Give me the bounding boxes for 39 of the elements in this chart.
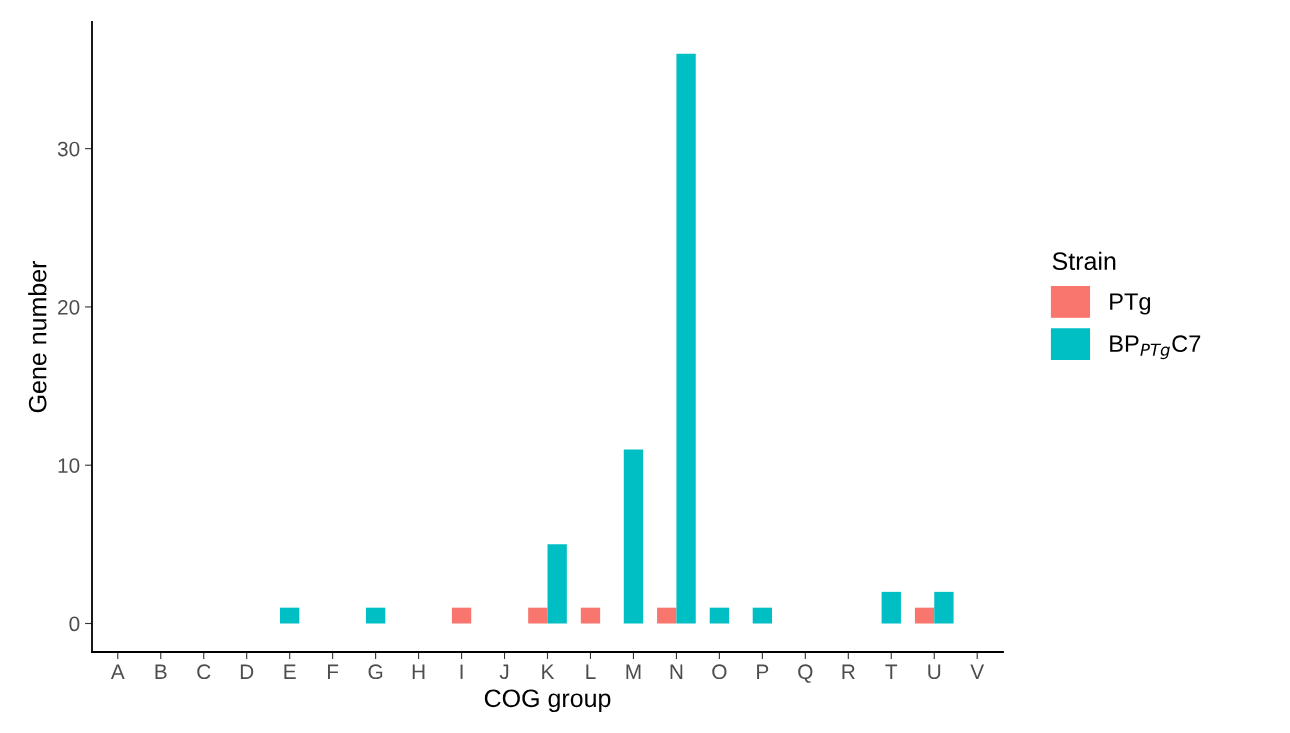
x-tick-label: P bbox=[757, 664, 769, 679]
y-tick-label: 20 bbox=[58, 299, 80, 315]
bar bbox=[623, 449, 644, 624]
bar bbox=[752, 607, 773, 624]
bar bbox=[914, 607, 935, 624]
x-axis-title: COG group bbox=[484, 689, 611, 713]
x-tick-label: I bbox=[460, 664, 463, 679]
x-tick-label: F bbox=[327, 664, 339, 679]
x-tick-label: E bbox=[284, 664, 296, 679]
x-tick-label: B bbox=[155, 664, 167, 679]
bar bbox=[365, 607, 386, 624]
bar bbox=[528, 607, 548, 624]
bar bbox=[280, 607, 300, 624]
x-tick-label: L bbox=[586, 664, 596, 679]
x-tick-label: C bbox=[197, 664, 211, 680]
x-tick-label: A bbox=[110, 664, 125, 679]
x-tick-label: J bbox=[499, 664, 509, 680]
y-tick-label: 0 bbox=[69, 616, 80, 632]
y-tick-label: 30 bbox=[57, 141, 80, 157]
y-axis-title: Gene number bbox=[28, 260, 47, 413]
x-tick-label: N bbox=[670, 664, 683, 679]
x-tick-label: Q bbox=[798, 664, 813, 683]
legend-label: BP$_{PTg}$C7 bbox=[1110, 335, 1201, 360]
x-tick-label: T bbox=[885, 664, 898, 679]
x-tick-label: R bbox=[842, 664, 855, 679]
x-tick-label: O bbox=[712, 664, 727, 680]
bar bbox=[657, 607, 677, 624]
x-tick-label: H bbox=[412, 664, 425, 679]
x-tick-label: G bbox=[368, 664, 383, 680]
x-tick-label: V bbox=[970, 664, 985, 679]
bar bbox=[881, 591, 901, 624]
legend-title: Strain bbox=[1052, 251, 1116, 271]
x-tick-label: D bbox=[240, 664, 254, 679]
legend-label: PTg bbox=[1110, 293, 1151, 315]
bar bbox=[709, 607, 730, 624]
y-tick-label: 10 bbox=[58, 458, 80, 473]
x-tick-label: K bbox=[542, 664, 555, 679]
x-tick-label: M bbox=[626, 664, 641, 679]
x-tick-label: U bbox=[928, 664, 941, 680]
